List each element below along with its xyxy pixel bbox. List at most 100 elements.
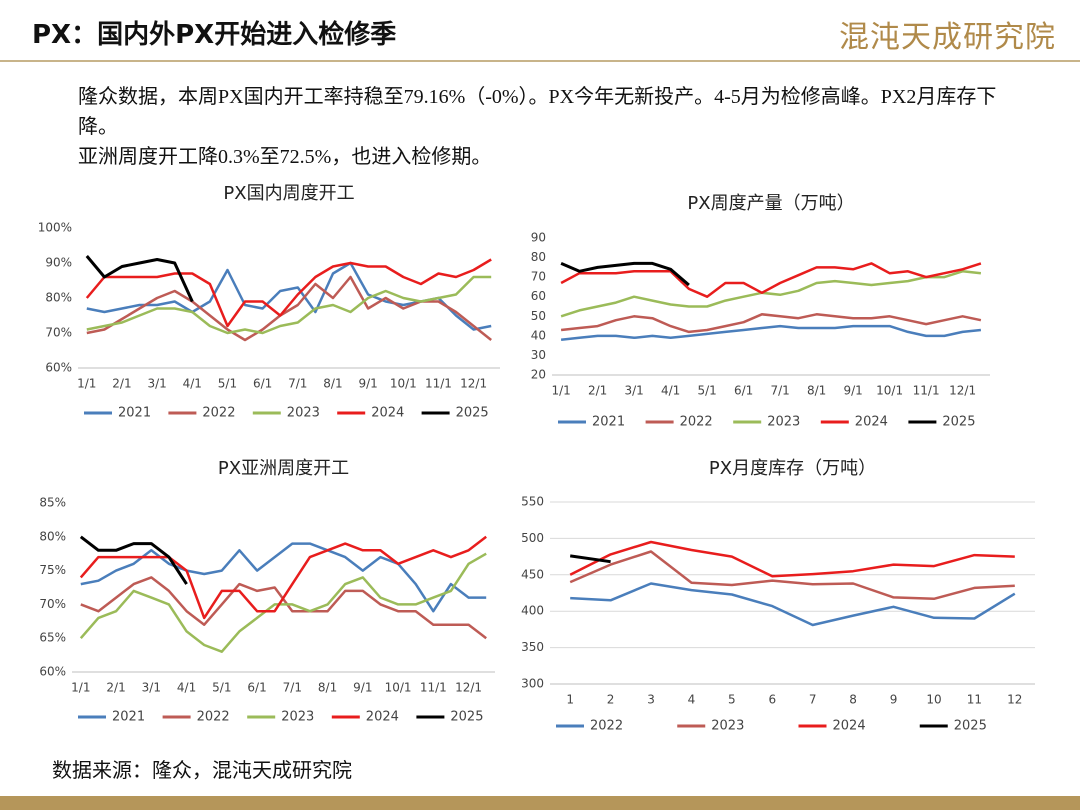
legend-label: 2022 (202, 406, 235, 421)
series-line (80, 542, 487, 613)
legend-label: 2023 (711, 719, 744, 734)
x-tick-label: 1 (566, 693, 574, 707)
y-tick-label: 450 (521, 567, 544, 581)
x-tick-label: 1/1 (77, 377, 96, 391)
text-paragraph: 亚洲周度开工降0.3%至72.5%，也进入检修期。 (78, 146, 492, 168)
legend-label: 2022 (590, 719, 623, 734)
legend-label: 2021 (592, 415, 625, 430)
x-tick-label: 12/1 (949, 384, 976, 398)
y-tick-label: 300 (521, 677, 544, 691)
x-tick-label: 3/1 (147, 377, 166, 391)
x-tick-label: 6/1 (734, 384, 753, 398)
x-tick-label: 8/1 (807, 384, 826, 398)
footer-bar (0, 796, 1080, 810)
x-tick-label: 6/1 (253, 377, 272, 391)
x-tick-label: 4 (688, 693, 696, 707)
y-tick-label: 30 (531, 348, 546, 362)
series-line (85, 255, 194, 303)
x-tick-label: 2/1 (112, 377, 131, 391)
series-line (570, 582, 1016, 627)
x-tick-label: 12/1 (455, 681, 482, 695)
x-tick-label: 9/1 (353, 681, 372, 695)
y-tick-label: 550 (521, 495, 544, 509)
y-tick-label: 90 (531, 231, 546, 245)
x-tick-label: 11 (967, 693, 982, 707)
x-tick-label: 2 (607, 693, 615, 707)
series-line (560, 270, 982, 318)
x-tick-label: 11/1 (420, 681, 447, 695)
x-tick-label: 7/1 (288, 377, 307, 391)
legend-label: 2023 (767, 415, 800, 430)
x-tick-label: 9 (890, 693, 898, 707)
series-line (79, 535, 487, 620)
series-line (79, 552, 487, 653)
x-tick-label: 5/1 (218, 377, 237, 391)
x-tick-label: 4/1 (177, 681, 196, 695)
legend-label: 2022 (680, 415, 713, 430)
x-tick-label: 8/1 (318, 681, 337, 695)
y-tick-label: 400 (521, 604, 544, 618)
source: 数据来源：隆众，混沌天成研究院 (52, 760, 352, 782)
y-tick-label: 350 (521, 640, 544, 654)
y-tick-label: 80% (39, 529, 66, 543)
x-tick-label: 5/1 (697, 384, 716, 398)
x-tick-label: 7/1 (283, 681, 302, 695)
x-tick-label: 7/1 (770, 384, 789, 398)
header-rule (0, 60, 1080, 62)
y-tick-label: 80 (531, 250, 546, 264)
legend-label: 2021 (118, 406, 151, 421)
legend-label: 2024 (855, 415, 888, 430)
x-tick-label: 10/1 (390, 377, 417, 391)
series-line (569, 540, 1015, 578)
x-tick-label: 11/1 (425, 377, 452, 391)
legend-label: 2025 (942, 415, 975, 430)
y-tick-label: 90% (45, 256, 72, 270)
y-tick-label: 65% (39, 631, 66, 645)
x-tick-label: 4/1 (183, 377, 202, 391)
x-tick-label: 1/1 (551, 384, 570, 398)
series-line (569, 554, 611, 564)
series-line (79, 535, 188, 585)
x-tick-label: 1/1 (71, 681, 90, 695)
x-tick-label: 11/1 (913, 384, 940, 398)
series-line (560, 324, 982, 342)
x-tick-label: 12 (1007, 693, 1022, 707)
series-line (560, 313, 982, 334)
x-tick-label: 4/1 (661, 384, 680, 398)
legend-label: 2025 (450, 710, 483, 725)
logo: 混沌天成研究院 (839, 21, 1056, 54)
x-tick-label: 2/1 (588, 384, 607, 398)
legend-label: 2024 (833, 719, 866, 734)
y-tick-label: 50 (531, 309, 546, 323)
x-tick-label: 10/1 (385, 681, 412, 695)
y-tick-label: 70% (45, 326, 72, 340)
x-tick-label: 3/1 (142, 681, 161, 695)
series-line (560, 261, 690, 287)
x-tick-label: 6/1 (247, 681, 266, 695)
x-tick-label: 3 (647, 693, 655, 707)
legend-label: 2025 (456, 406, 489, 421)
y-tick-label: 60 (531, 289, 546, 303)
legend-label: 2024 (366, 710, 399, 725)
chart-title: PX月度库存（万吨） (709, 458, 876, 479)
y-tick-label: 75% (39, 563, 66, 577)
series-line (86, 261, 492, 331)
y-tick-label: 500 (521, 531, 544, 545)
legend-label: 2023 (281, 710, 314, 725)
legend-label: 2021 (112, 710, 145, 725)
series-line (560, 262, 982, 298)
x-tick-label: 8 (849, 693, 857, 707)
x-tick-label: 6 (768, 693, 776, 707)
x-tick-label: 3/1 (624, 384, 643, 398)
x-tick-label: 9/1 (843, 384, 862, 398)
page-title: PX：国内外PX开始进入检修季 (32, 20, 397, 50)
series-line (86, 275, 492, 342)
series-line (569, 550, 1015, 601)
legend-label: 2022 (197, 710, 230, 725)
x-tick-label: 8/1 (323, 377, 342, 391)
series-line (86, 275, 492, 335)
x-tick-label: 10/1 (876, 384, 903, 398)
x-tick-label: 2/1 (106, 681, 125, 695)
